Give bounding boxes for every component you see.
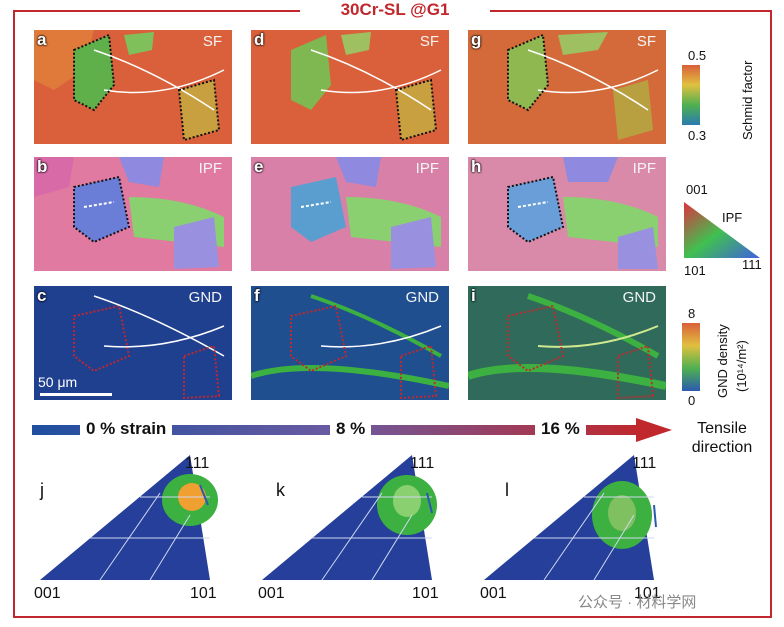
gnd-colorbar-unit: (10¹⁴/m²) — [734, 340, 749, 392]
strain-label-16: 16 % — [535, 419, 586, 439]
mode-label: GND — [405, 289, 439, 306]
ipf-legend-label: IPF — [722, 210, 743, 225]
panel-label: b — [37, 157, 48, 176]
ipf-legend-top: 001 — [686, 182, 708, 197]
gnd-colorbar-label: GND density — [715, 324, 730, 398]
panel-b-ipf-map: b IPF — [34, 157, 232, 271]
watermark: 公众号 · 材料学网 — [578, 594, 697, 611]
sf-colorbar-label: Schmid factor — [740, 60, 755, 140]
pole-figure-label: l — [505, 480, 509, 500]
strain-label-0: 0 % strain — [80, 419, 173, 439]
pole-figure-left: 001 — [258, 585, 285, 602]
tensile-direction-label: Tensile direction — [691, 420, 753, 456]
gnd-colorbar — [682, 323, 700, 391]
mode-label: IPF — [415, 160, 439, 177]
strain-label-8: 8 % — [330, 419, 372, 439]
mode-label: GND — [188, 289, 222, 306]
sf-colorbar-max: 0.5 — [688, 48, 707, 63]
pole-figure-left: 001 — [34, 585, 61, 602]
pole-figure-top: 111 — [632, 455, 657, 472]
panel-label: h — [471, 157, 482, 176]
ipf-legend-triangle — [684, 202, 760, 258]
mode-label: SF — [419, 33, 439, 50]
mode-label: IPF — [198, 160, 222, 177]
panel-label: f — [254, 286, 260, 305]
panel-h-ipf-map: h IPF — [468, 157, 666, 271]
pole-figure-right: 101 — [190, 585, 217, 602]
panel-label: i — [471, 286, 476, 305]
pole-figure-label: k — [276, 480, 285, 500]
mode-label: IPF — [632, 160, 656, 177]
pole-figure-top: 111 — [185, 455, 210, 472]
figure-title: 30Cr-SL @G1 — [300, 0, 490, 20]
mode-label: SF — [202, 33, 222, 50]
pole-figure-k — [262, 455, 442, 590]
pole-figure-right: 101 — [634, 585, 661, 602]
panel-a-sf-map: a SF — [34, 30, 232, 144]
panel-c-gnd-map: c GND 50 μm — [34, 286, 232, 400]
pole-figure-l — [484, 455, 664, 590]
panel-label: c — [37, 286, 47, 305]
panel-label: e — [254, 157, 264, 176]
scale-bar — [40, 393, 112, 396]
mode-label: GND — [622, 289, 656, 306]
pole-figure-label: j — [40, 480, 44, 500]
pole-figure-top: 111 — [410, 455, 435, 472]
sf-colorbar-min: 0.3 — [688, 128, 707, 143]
mode-label: SF — [636, 33, 656, 50]
gnd-colorbar-min: 0 — [688, 393, 696, 408]
panel-f-gnd-map: f GND — [251, 286, 449, 400]
panel-g-sf-map: g SF — [468, 30, 666, 144]
panel-i-gnd-map: i GND — [468, 286, 666, 400]
ipf-legend-bottom-right: 111 — [742, 257, 762, 272]
panel-d-sf-map: d SF — [251, 30, 449, 144]
panel-e-ipf-map: e IPF — [251, 157, 449, 271]
ipf-legend-bottom-left: 101 — [684, 263, 706, 278]
panel-label: a — [37, 30, 47, 49]
sf-colorbar — [682, 65, 700, 125]
scale-bar-label: 50 μm — [38, 374, 78, 390]
pole-figure-left: 001 — [480, 585, 507, 602]
gnd-colorbar-max: 8 — [688, 306, 696, 321]
pole-figure-right: 101 — [412, 585, 439, 602]
pole-figure-j — [40, 455, 220, 590]
panel-label: g — [471, 30, 482, 49]
panel-label: d — [254, 30, 265, 49]
